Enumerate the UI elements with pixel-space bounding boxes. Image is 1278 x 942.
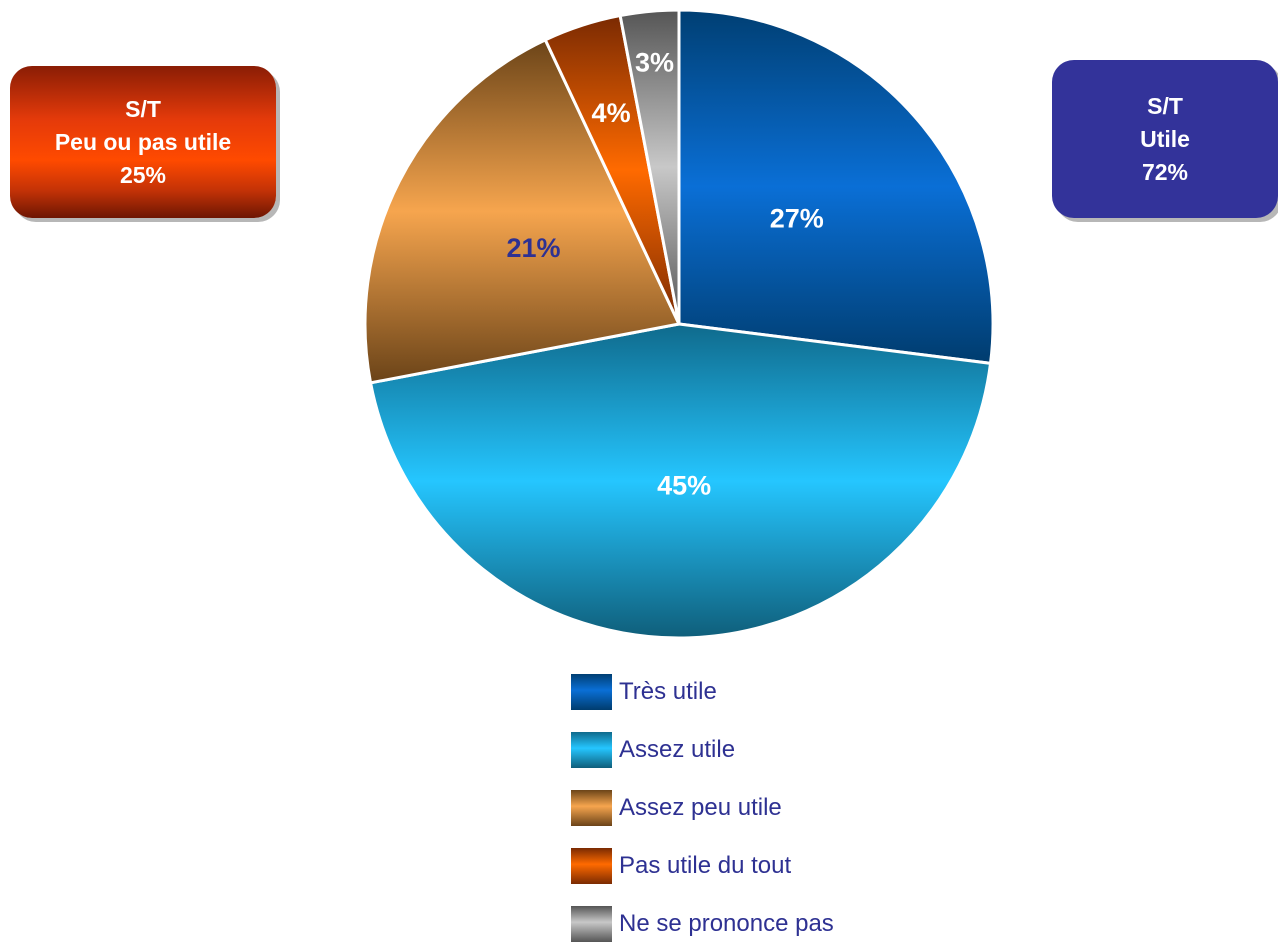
pie-label-0: 27% [770, 203, 824, 233]
pie-label-1: 45% [657, 470, 711, 500]
legend-item-3: Pas utile du tout [571, 848, 834, 884]
subtotal-right-line1: S/T [1147, 92, 1183, 119]
subtotal-left-line2: Peu ou pas utile [54, 128, 232, 155]
subtotal-box-peu-ou-pas-utile: S/T Peu ou pas utile 25% [10, 66, 276, 218]
subtotal-left-value: 25% [119, 161, 167, 188]
subtotal-left-line1: S/T [125, 95, 161, 122]
legend-label-4: Ne se prononce pas [619, 910, 834, 937]
legend-swatch-3 [571, 848, 612, 884]
pie-slice-2 [363, 37, 682, 385]
pie-slice-0 [677, 8, 995, 366]
subtotal-right-value: 72% [1141, 158, 1189, 185]
pie-slice-4 [618, 8, 681, 325]
legend-swatch-4 [571, 906, 612, 942]
pie-label-3: 4% [592, 98, 631, 128]
pie-slices [363, 8, 995, 640]
legend-swatch-2 [571, 790, 612, 826]
pie-labels: 27% 45% 21% 4%3% [506, 48, 823, 501]
legend-item-2: Assez peu utile [571, 790, 834, 826]
legend-swatch-0 [571, 674, 612, 710]
legend-swatch-1 [571, 732, 612, 768]
legend-label-1: Assez utile [619, 736, 736, 763]
pie-label-2: 21% [506, 233, 560, 263]
chart-legend: Très utile Assez utile Assez peu utile Pas … [571, 674, 834, 942]
legend-item-4: Ne se prononce pas [571, 906, 834, 942]
subtotal-right-line2: Utile [1140, 125, 1190, 152]
legend-item-0: Très utile [571, 674, 834, 710]
legend-label-2: Assez peu utile [619, 794, 782, 821]
pie-label-4: 3% [635, 48, 674, 78]
pie-slice-1 [368, 322, 993, 640]
legend-label-3: Pas utile du tout [619, 852, 792, 879]
legend-label-0: Très utile [619, 678, 717, 705]
legend-item-1: Assez utile [571, 732, 834, 768]
subtotal-box-utile: S/T Utile 72% [1052, 60, 1278, 218]
